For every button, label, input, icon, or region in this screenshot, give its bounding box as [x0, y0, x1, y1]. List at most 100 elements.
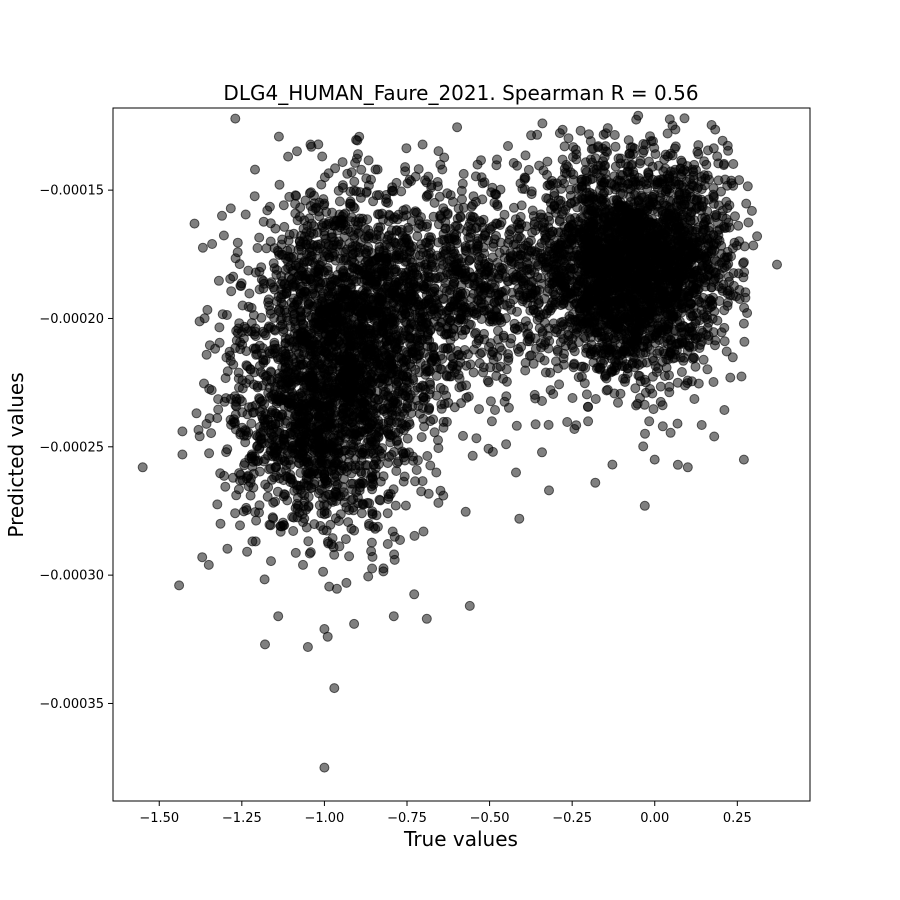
data-point — [485, 262, 496, 273]
data-point — [410, 171, 421, 182]
data-point — [409, 530, 420, 541]
data-point — [352, 135, 363, 146]
data-point — [251, 349, 262, 360]
data-point — [356, 508, 367, 519]
data-point — [445, 315, 456, 326]
data-point — [320, 491, 331, 501]
data-point — [567, 393, 578, 403]
data-point — [303, 474, 314, 485]
data-point — [374, 353, 384, 364]
data-point — [273, 291, 284, 302]
data-point — [234, 468, 245, 479]
data-point — [632, 398, 643, 409]
data-point — [228, 271, 239, 282]
data-point — [391, 225, 402, 236]
data-point — [382, 508, 393, 519]
data-point — [331, 274, 341, 285]
data-point — [269, 472, 280, 483]
data-point — [523, 164, 534, 175]
data-point — [214, 337, 225, 348]
data-point — [262, 205, 273, 216]
data-point — [283, 256, 293, 267]
data-point — [404, 419, 415, 430]
data-point — [306, 141, 317, 152]
data-point — [275, 454, 286, 465]
data-point — [444, 235, 455, 246]
data-point — [374, 427, 385, 438]
data-point — [234, 382, 244, 393]
data-point — [377, 327, 387, 337]
data-point — [365, 228, 376, 239]
data-point — [689, 394, 700, 404]
data-point — [388, 214, 399, 224]
data-point — [436, 305, 447, 316]
data-point — [251, 515, 262, 526]
data-point — [320, 347, 331, 358]
data-point — [402, 433, 413, 444]
data-point — [259, 574, 270, 585]
data-point — [301, 504, 312, 515]
data-point — [491, 230, 501, 241]
data-point — [384, 317, 395, 328]
data-point — [370, 164, 381, 175]
data-point — [280, 471, 291, 482]
data-point — [194, 316, 205, 327]
data-point — [438, 293, 448, 304]
data-point — [319, 468, 330, 479]
data-point — [416, 212, 426, 223]
data-point — [332, 479, 343, 490]
data-point — [539, 355, 550, 366]
data-point — [268, 282, 279, 293]
data-point — [254, 266, 265, 277]
data-point — [301, 307, 312, 318]
data-point — [279, 489, 290, 500]
data-point — [249, 191, 260, 202]
data-point — [265, 218, 276, 229]
data-point — [454, 313, 465, 324]
data-point — [448, 196, 458, 207]
data-point — [410, 476, 421, 487]
data-point — [455, 286, 466, 297]
data-point — [453, 203, 464, 214]
data-point — [411, 465, 422, 475]
data-point — [242, 546, 253, 557]
data-point — [345, 196, 356, 207]
data-point — [407, 344, 418, 355]
data-point — [356, 344, 367, 355]
data-point — [292, 480, 302, 491]
data-point — [206, 428, 217, 439]
data-point — [414, 337, 425, 348]
data-point — [436, 326, 447, 337]
data-point — [398, 448, 409, 459]
data-point — [333, 318, 344, 328]
data-point — [425, 416, 436, 427]
data-point — [254, 340, 265, 351]
data-point — [501, 364, 512, 375]
data-point — [379, 266, 390, 277]
data-point — [337, 211, 348, 222]
data-point — [401, 143, 412, 154]
data-point — [345, 216, 356, 227]
data-point — [222, 543, 233, 554]
data-point — [287, 442, 298, 453]
data-point — [233, 484, 244, 495]
data-point — [548, 318, 559, 329]
data-point — [290, 376, 301, 387]
data-point — [366, 537, 377, 548]
data-point — [390, 292, 401, 303]
data-point — [308, 228, 319, 239]
data-point — [431, 356, 442, 367]
data-point — [590, 394, 601, 404]
data-point — [483, 295, 494, 306]
data-point — [389, 250, 400, 261]
data-point — [330, 255, 341, 266]
data-point — [435, 264, 446, 275]
data-point — [387, 185, 398, 196]
data-point — [412, 382, 423, 393]
data-point — [213, 394, 224, 405]
data-point — [356, 164, 367, 175]
data-point — [304, 548, 315, 559]
data-point — [294, 453, 305, 464]
data-point — [273, 411, 283, 422]
data-point — [335, 491, 346, 502]
